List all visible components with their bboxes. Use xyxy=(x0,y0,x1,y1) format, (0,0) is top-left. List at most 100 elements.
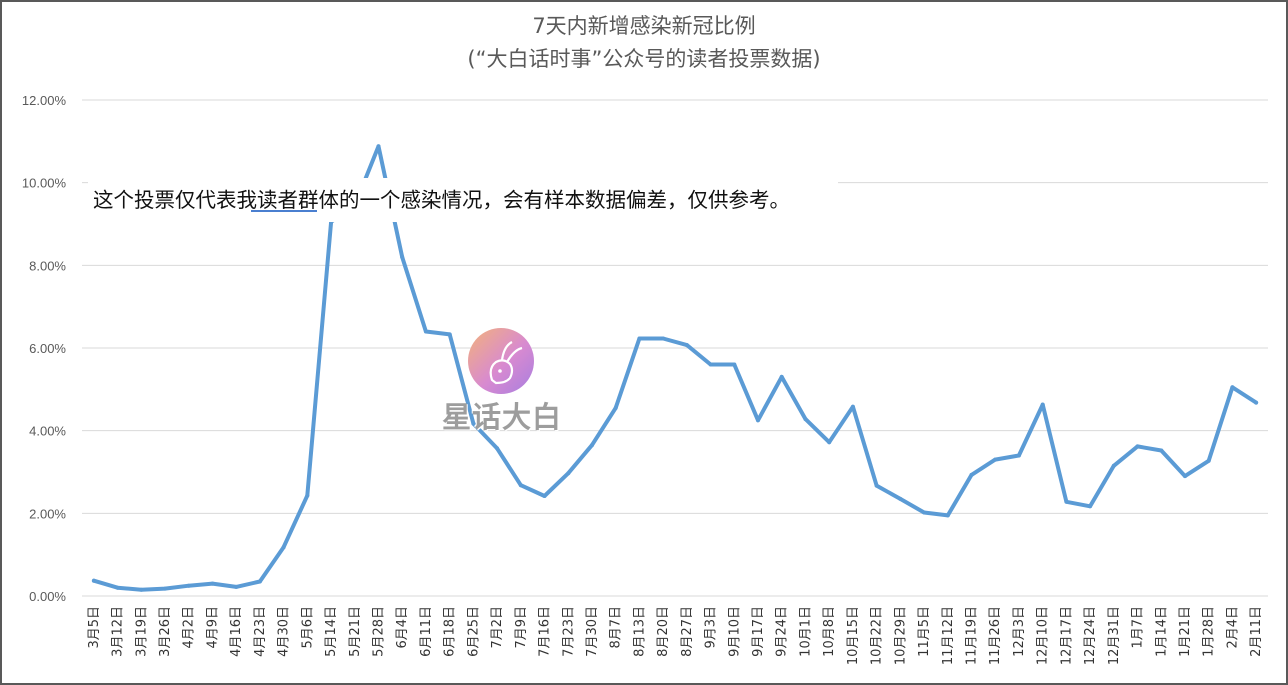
data-point xyxy=(922,510,927,515)
x-tick-label: 5月28日 xyxy=(372,606,387,657)
x-tick-label: 1月14日 xyxy=(1154,606,1169,657)
x-tick-label: 9月17日 xyxy=(751,606,766,657)
data-point xyxy=(779,374,784,379)
x-tick-label: 11月5日 xyxy=(917,606,932,657)
data-point xyxy=(898,496,903,501)
x-tick-label: 5月14日 xyxy=(324,606,339,657)
data-point xyxy=(1206,458,1211,463)
data-point xyxy=(850,404,855,409)
x-tick-label: 6月4日 xyxy=(395,606,410,649)
grid-lines xyxy=(82,99,1268,597)
data-point xyxy=(566,471,571,476)
data-point xyxy=(542,494,547,498)
data-point xyxy=(305,493,310,498)
chart-title: 7天内新增感染新冠比例 xyxy=(532,14,755,38)
data-point xyxy=(1088,504,1093,509)
x-tick-label: 7月2日 xyxy=(490,606,505,649)
data-point xyxy=(186,583,191,588)
x-tick-label: 10月29日 xyxy=(893,606,908,665)
y-tick-label: 10.00% xyxy=(22,176,67,191)
x-tick-label: 6月25日 xyxy=(466,606,481,657)
data-point xyxy=(1064,499,1069,504)
data-point xyxy=(234,584,239,589)
data-point xyxy=(945,513,950,518)
watermark: 星话大白 xyxy=(440,328,564,438)
x-tick-label: 11月12日 xyxy=(941,606,956,665)
x-tick-label: 6月11日 xyxy=(419,606,434,657)
data-point xyxy=(874,483,879,488)
x-tick-label: 5月6日 xyxy=(300,606,315,649)
x-tick-label: 6月18日 xyxy=(443,606,458,657)
data-point xyxy=(708,362,713,367)
data-point xyxy=(281,545,286,550)
data-point xyxy=(1254,400,1259,405)
x-tick-label: 10月22日 xyxy=(870,606,885,665)
x-tick-label: 2月4日 xyxy=(1225,606,1240,649)
x-tick-label: 7月16日 xyxy=(538,606,553,657)
data-point xyxy=(637,336,642,341)
y-tick-label: 12.00% xyxy=(22,93,67,108)
data-point xyxy=(1183,474,1187,479)
data-point xyxy=(518,483,523,488)
x-axis-ticks: 3月5日 3月12日 3月19日 3月26日 4月2日 4月9日 4月16日 4月23日 4月3… xyxy=(87,606,1264,665)
data-point xyxy=(423,329,428,334)
data-point xyxy=(163,586,167,591)
y-tick-label: 0.00% xyxy=(29,589,66,604)
x-tick-label: 4月30日 xyxy=(277,606,292,657)
data-point xyxy=(91,578,96,583)
x-tick-label: 7月30日 xyxy=(585,606,600,657)
data-point xyxy=(1159,448,1164,453)
x-tick-label: 3月5日 xyxy=(87,606,102,649)
y-tick-label: 6.00% xyxy=(29,341,66,356)
x-tick-label: 10月15日 xyxy=(846,606,861,665)
x-tick-label: 8月20日 xyxy=(656,606,671,657)
x-tick-label: 8月27日 xyxy=(680,606,695,657)
y-tick-label: 4.00% xyxy=(29,424,66,439)
x-tick-label: 8月13日 xyxy=(632,606,647,657)
y-axis-ticks: 0.00% 2.00% 4.00% 6.00% 8.00% 10.00% 12.00% xyxy=(22,93,67,604)
x-tick-label: 4月2日 xyxy=(182,606,197,649)
data-point xyxy=(376,144,381,149)
watermark-text: 星话大白 xyxy=(441,400,562,434)
rabbit-icon xyxy=(489,341,523,385)
x-tick-label: 12月17日 xyxy=(1059,606,1074,665)
x-tick-label: 9月24日 xyxy=(775,606,790,657)
data-point xyxy=(139,587,144,592)
x-tick-label: 1月28日 xyxy=(1202,606,1217,657)
x-tick-label: 4月23日 xyxy=(253,606,268,657)
data-point xyxy=(732,362,737,367)
data-point xyxy=(210,581,215,586)
x-tick-label: 10月1日 xyxy=(798,606,813,657)
data-point xyxy=(756,418,760,423)
x-tick-label: 2月11日 xyxy=(1249,606,1264,657)
chart-annotation: 这个投票仅代表我读者群体的一个感染情况，会有样本数据偏差，仅供参考。 xyxy=(88,178,838,222)
x-tick-label: 12月10日 xyxy=(1036,606,1051,665)
data-point xyxy=(969,472,974,477)
spellcheck-underline xyxy=(251,210,317,212)
data-point xyxy=(400,255,405,260)
x-tick-label: 11月19日 xyxy=(965,606,980,665)
x-tick-label: 7月9日 xyxy=(514,606,529,649)
x-tick-label: 1月21日 xyxy=(1178,606,1193,657)
series-line xyxy=(91,144,1259,592)
x-tick-label: 12月31日 xyxy=(1107,606,1122,665)
y-tick-label: 8.00% xyxy=(29,258,66,273)
x-tick-label: 3月26日 xyxy=(158,606,173,657)
data-point xyxy=(1111,463,1116,468)
chart-subtitle: (“大白话时事”公众号的读者投票数据) xyxy=(467,47,820,71)
series-layer xyxy=(91,144,1259,592)
data-point xyxy=(590,443,594,448)
data-point xyxy=(1135,444,1140,449)
x-tick-label: 1月7日 xyxy=(1131,606,1146,649)
x-tick-label: 5月21日 xyxy=(348,606,363,657)
x-tick-label: 10月8日 xyxy=(822,606,837,657)
x-tick-label: 4月9日 xyxy=(205,606,220,649)
x-tick-label: 7月23日 xyxy=(561,606,576,657)
data-point xyxy=(471,421,476,426)
data-point xyxy=(257,579,262,584)
x-tick-label: 12月24日 xyxy=(1083,606,1098,665)
data-point xyxy=(495,446,500,451)
data-point xyxy=(661,336,666,341)
data-point xyxy=(803,417,808,422)
